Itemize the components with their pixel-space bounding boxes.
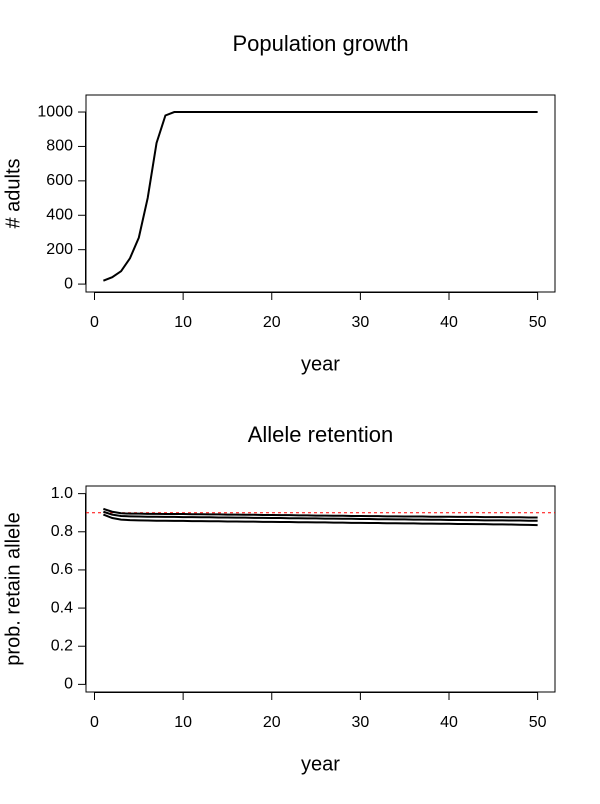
x-tick-label: 0 [90, 714, 99, 731]
y-tick-label: 0.8 [51, 523, 73, 540]
y-axis-label: prob. retain allele [2, 512, 24, 665]
chart-title: Population growth [232, 31, 408, 56]
x-tick-label: 30 [351, 314, 369, 331]
y-tick-label: 0.4 [51, 599, 73, 616]
plot-frame [85, 94, 556, 293]
x-tick-label: 40 [440, 714, 458, 731]
x-axis-label: year [301, 353, 340, 375]
y-tick-label: 200 [46, 241, 73, 258]
y-tick-label: 0 [64, 275, 73, 292]
y-axis-label: # adults [2, 158, 24, 228]
y-tick-label: 1.0 [51, 485, 73, 502]
y-tick-label: 1000 [37, 103, 73, 120]
chart-title: Allele retention [248, 422, 394, 447]
y-tick-label: 600 [46, 172, 73, 189]
y-tick-label: 0 [64, 676, 73, 693]
y-tick-label: 0.2 [51, 637, 73, 654]
x-tick-label: 30 [351, 714, 369, 731]
x-tick-label: 20 [263, 714, 281, 731]
data-line [103, 513, 538, 527]
x-tick-label: 50 [529, 314, 547, 331]
data-line [103, 507, 538, 519]
x-tick-label: 50 [529, 714, 547, 731]
x-axis-label: year [301, 753, 340, 775]
x-tick-label: 10 [174, 314, 192, 331]
data-line [103, 111, 538, 282]
y-tick-label: 0.6 [51, 561, 73, 578]
y-tick-label: 800 [46, 138, 73, 155]
data-line [103, 510, 538, 522]
y-tick-label: 400 [46, 206, 73, 223]
x-tick-label: 10 [174, 714, 192, 731]
x-tick-label: 40 [440, 314, 458, 331]
x-tick-label: 20 [263, 314, 281, 331]
x-tick-label: 0 [90, 314, 99, 331]
